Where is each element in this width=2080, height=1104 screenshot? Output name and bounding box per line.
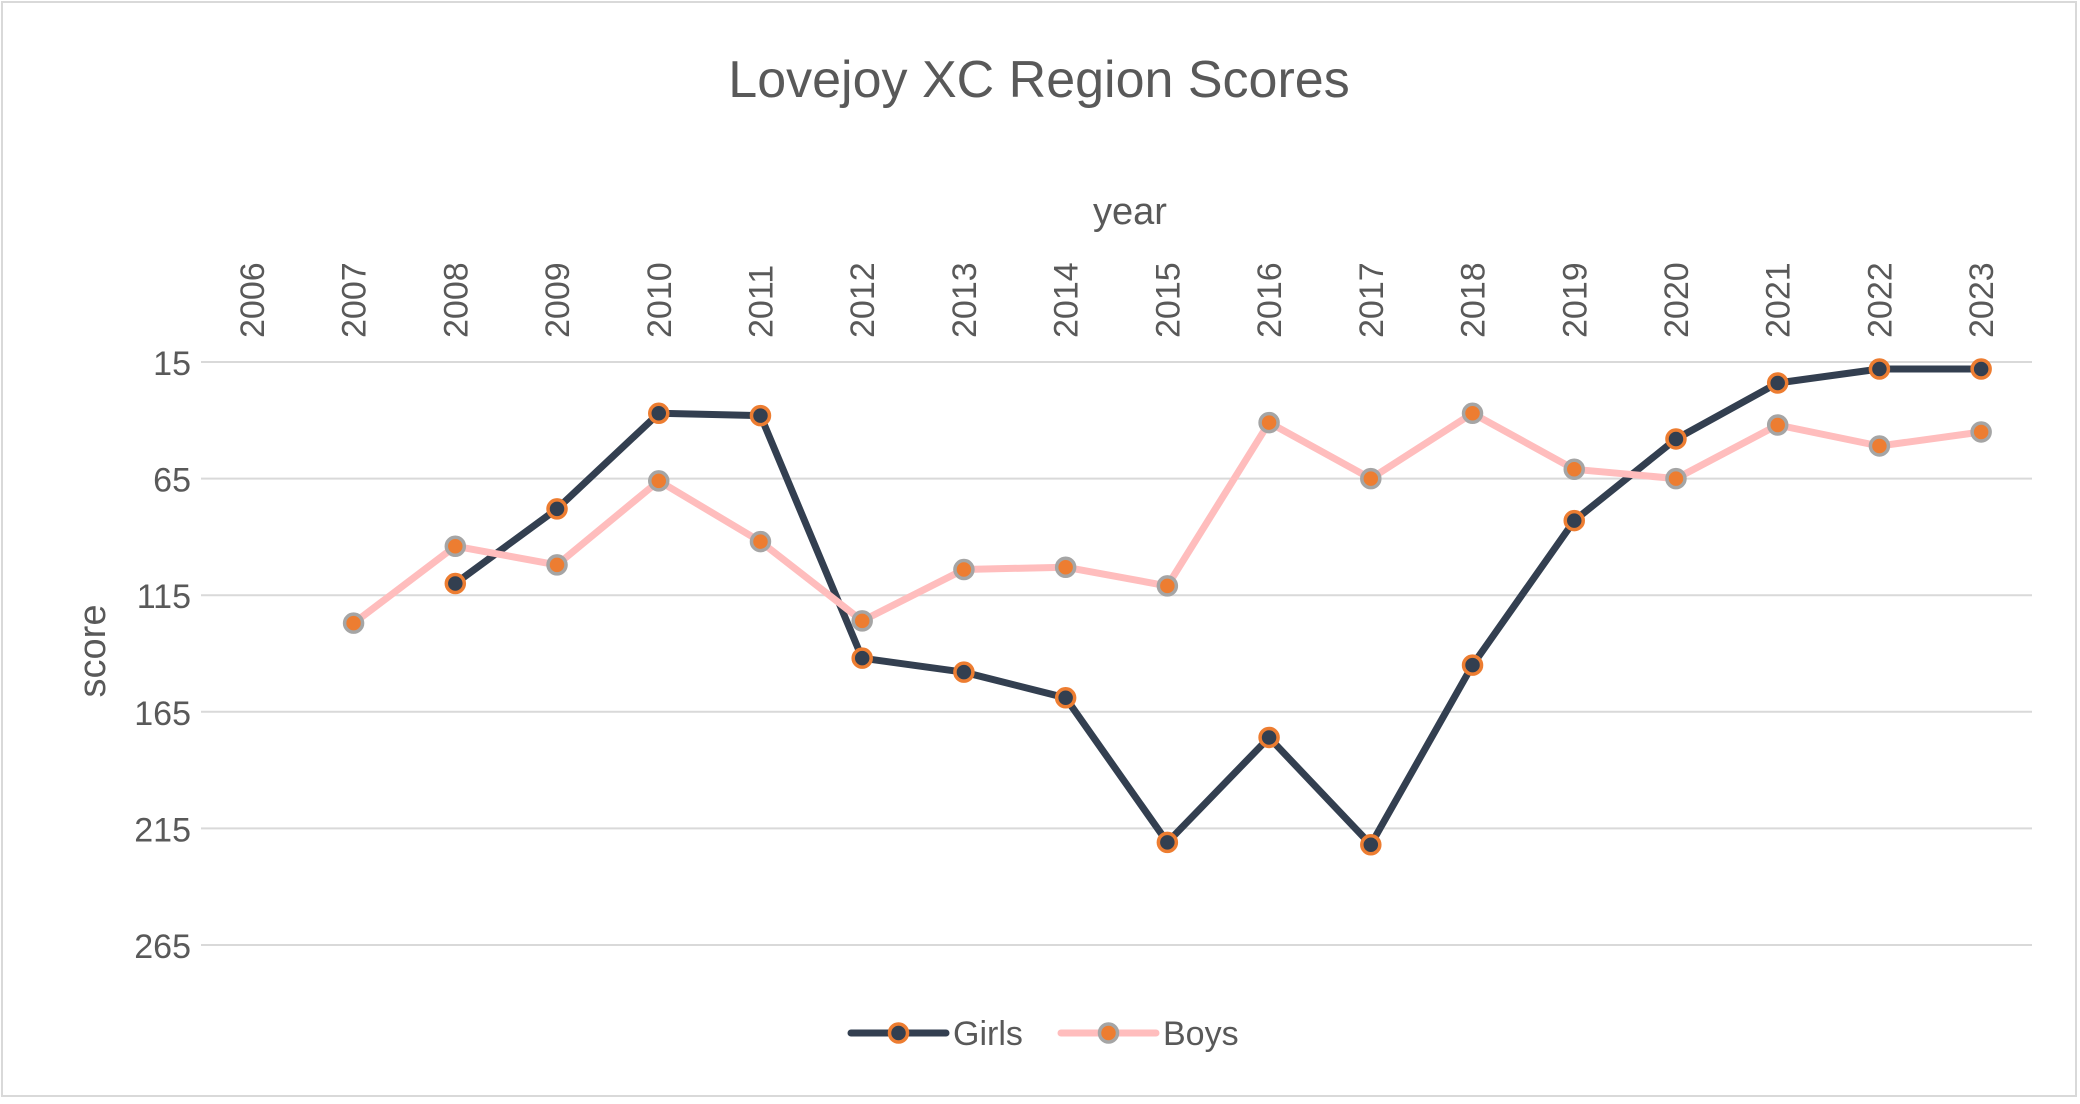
data-point-boys [546, 554, 568, 576]
x-axis-title: year [1093, 191, 1167, 233]
x-tick-label: 2008 [437, 262, 475, 338]
data-point-boys [648, 470, 670, 492]
data-point-girls [1258, 726, 1280, 749]
y-tick-labels: 15 65 115 165 215 265 [134, 345, 191, 966]
data-point-girls [1766, 372, 1789, 394]
data-point-girls [648, 402, 670, 425]
data-point-boys [444, 535, 467, 557]
data-point-girls [953, 661, 975, 683]
x-tick-label: 2007 [336, 262, 374, 338]
x-tick-label: 2010 [641, 262, 679, 338]
x-tick-label: 2015 [1149, 262, 1187, 338]
y-axis-title: score [72, 605, 114, 698]
data-point-girls [1461, 654, 1484, 676]
legend-item-girls: Girls [847, 1015, 1023, 1053]
data-point-boys [1054, 556, 1077, 578]
y-tick-label: 165 [134, 695, 191, 733]
x-tick-label: 2009 [539, 262, 577, 338]
data-point-boys [749, 530, 772, 553]
x-tick-label: 2018 [1455, 262, 1493, 338]
line-chart: Lovejoy XC Region Scores year score 15 65… [72, 51, 2032, 1053]
data-point-boys [1563, 458, 1585, 481]
x-tick-label: 2022 [1861, 262, 1899, 338]
data-point-boys [342, 612, 365, 634]
data-point-boys [1461, 402, 1484, 425]
data-point-boys [1766, 414, 1789, 436]
data-point-boys [1156, 575, 1179, 597]
gridlines [201, 361, 2032, 946]
y-tick-label: 65 [153, 462, 191, 500]
data-point-girls [1054, 687, 1077, 709]
legend-marker-girls [887, 1022, 910, 1044]
data-point-girls [1970, 358, 1992, 380]
data-point-girls [1665, 428, 1687, 450]
x-tick-label: 2021 [1760, 262, 1798, 338]
x-tick-label: 2023 [1963, 262, 2001, 338]
data-point-boys [851, 610, 873, 632]
data-point-girls [749, 404, 772, 427]
data-point-girls [546, 498, 568, 520]
data-point-boys [1258, 411, 1280, 434]
data-point-girls [444, 572, 467, 595]
data-point-girls [1360, 833, 1382, 856]
x-tick-labels: 2006 2007 2008 2009 2010 2011 2012 2013 2014 2015… [234, 262, 2001, 338]
x-tick-label: 2012 [844, 262, 882, 338]
chart-title: Lovejoy XC Region Scores [728, 51, 1349, 109]
y-tick-label: 215 [134, 811, 191, 849]
y-tick-label: 15 [153, 345, 191, 383]
x-tick-label: 2014 [1048, 262, 1086, 338]
series-boys [342, 402, 1992, 634]
data-point-girls [1868, 358, 1891, 380]
legend: Girls Boys [847, 1015, 1239, 1053]
y-tick-label: 265 [134, 928, 191, 966]
legend-label-girls: Girls [953, 1015, 1023, 1053]
x-tick-label: 2006 [234, 262, 272, 338]
x-tick-label: 2016 [1251, 262, 1289, 338]
x-tick-label: 2020 [1658, 262, 1696, 338]
series-line-girls [451, 365, 1985, 849]
data-point-boys [1360, 467, 1382, 490]
data-point-boys [1868, 435, 1891, 457]
series-girls [444, 358, 1992, 856]
x-tick-label: 2019 [1556, 262, 1594, 338]
data-point-boys [1970, 421, 1992, 443]
y-tick-label: 115 [137, 578, 191, 616]
x-tick-label: 2017 [1353, 262, 1391, 338]
x-tick-label: 2011 [742, 265, 780, 338]
data-point-girls [851, 647, 873, 669]
legend-item-boys: Boys [1057, 1015, 1239, 1053]
series-group [342, 358, 1992, 856]
legend-marker-boys [1097, 1022, 1120, 1044]
data-point-girls [1563, 509, 1585, 532]
x-tick-label: 2013 [946, 262, 984, 338]
data-point-boys [953, 558, 975, 581]
data-point-girls [1156, 831, 1179, 854]
legend-label-boys: Boys [1163, 1015, 1239, 1053]
data-point-boys [1665, 467, 1687, 490]
